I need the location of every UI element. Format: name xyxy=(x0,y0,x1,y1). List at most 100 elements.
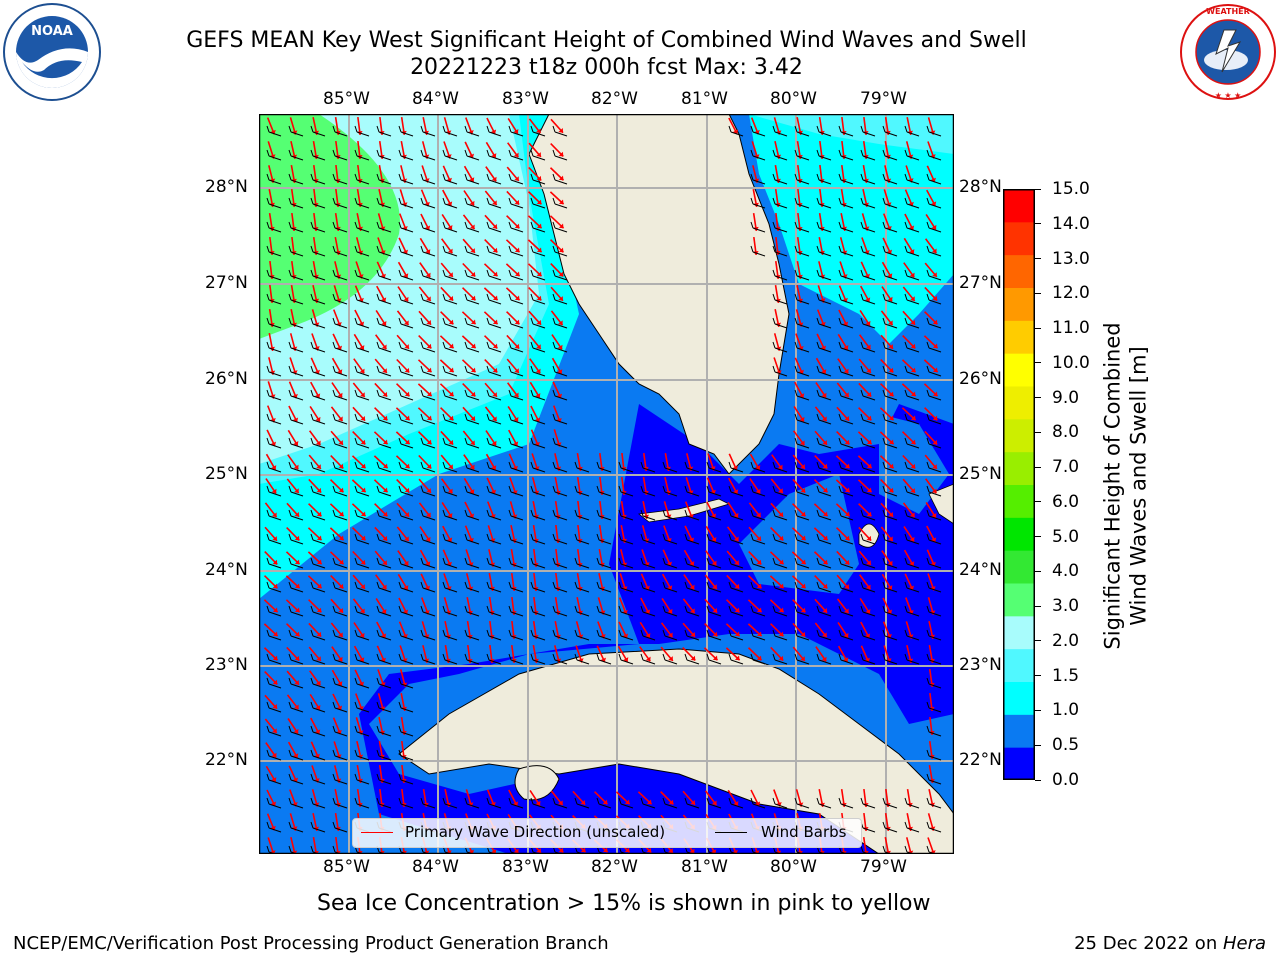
colorbar-segment xyxy=(1003,583,1035,617)
wind-barb xyxy=(310,413,326,425)
wind-barb xyxy=(904,461,920,473)
wind-barb xyxy=(860,317,876,329)
wind-barb xyxy=(860,413,876,425)
wave-direction-arrowhead xyxy=(844,584,849,589)
wind-barb xyxy=(706,605,722,617)
wind-barb xyxy=(926,773,942,785)
wave-direction-arrowhead xyxy=(800,487,806,493)
colorbar-tick-label: 1.0 xyxy=(1052,700,1080,721)
wind-barb xyxy=(310,821,326,833)
wave-direction-arrowhead xyxy=(602,799,608,805)
wind-barb xyxy=(266,149,282,161)
wind-barb xyxy=(860,485,876,497)
lat-label-left-28n: 28°N xyxy=(205,177,248,197)
wave-direction-arrowhead xyxy=(667,632,673,638)
wave-direction-arrowhead xyxy=(491,153,497,158)
wind-barb xyxy=(376,725,392,737)
wave-direction-arrowhead xyxy=(930,561,936,567)
wave-direction-arrowhead xyxy=(448,272,453,277)
wind-barb xyxy=(530,149,546,161)
footer-host: Hera xyxy=(1222,933,1266,954)
wave-direction-arrowhead xyxy=(425,561,431,566)
wind-barb xyxy=(618,797,634,809)
wave-direction-arrowhead xyxy=(470,295,476,301)
wave-direction-arrowhead xyxy=(755,488,761,494)
colorbar-tick-mark xyxy=(1035,744,1041,746)
wave-direction-arrowhead xyxy=(425,249,431,254)
wind-barb xyxy=(420,629,436,641)
wind-barb xyxy=(750,629,766,641)
wind-barb xyxy=(596,605,612,617)
wave-direction-arrowhead xyxy=(272,559,278,565)
wind-barb xyxy=(618,629,634,641)
wind-barb xyxy=(706,461,722,473)
colorbar-segment xyxy=(1003,418,1035,453)
wind-barb xyxy=(486,629,502,641)
footer-date: 25 Dec 2022 on Hera xyxy=(1074,933,1266,954)
wind-barb xyxy=(486,797,502,809)
wind-barb xyxy=(376,245,392,257)
wave-direction-arrowhead xyxy=(403,273,409,278)
colorbar-tick-mark xyxy=(1035,605,1041,607)
wave-direction-arrowhead xyxy=(492,367,498,373)
wave-direction-arrowhead xyxy=(448,319,454,325)
wind-barb xyxy=(464,533,480,545)
wind-barb xyxy=(376,629,392,641)
wind-barb xyxy=(332,245,348,257)
wave-direction-arrowhead xyxy=(910,439,916,445)
wind-barb xyxy=(354,533,370,545)
wind-barb xyxy=(288,269,304,281)
wind-barb xyxy=(310,725,326,737)
wind-barb xyxy=(618,485,634,497)
wind-barb xyxy=(332,725,348,737)
colorbar-tick-label: 13.0 xyxy=(1052,248,1090,269)
lat-label-left-25n: 25°N xyxy=(205,464,248,484)
wind-barb xyxy=(288,317,304,329)
wind-barb xyxy=(882,533,898,545)
wind-barb xyxy=(684,605,700,617)
wave-direction-arrowhead xyxy=(644,585,650,591)
wind-barb xyxy=(266,701,282,713)
wave-direction-arrowhead xyxy=(931,488,937,494)
wind-barb xyxy=(816,797,832,809)
wind-barb xyxy=(728,581,744,593)
wind-barb xyxy=(772,629,788,641)
wave-direction-arrowhead xyxy=(292,777,299,783)
wind-barb xyxy=(376,533,392,545)
wave-direction-arrowhead xyxy=(446,177,452,183)
wave-direction-arrowhead xyxy=(382,368,387,373)
wind-barb xyxy=(552,197,568,209)
wind-barb xyxy=(442,461,458,473)
wind-barb xyxy=(354,437,370,449)
wave-direction-arrowhead xyxy=(316,656,321,661)
colorbar-tick-mark xyxy=(1035,327,1041,329)
wind-barb xyxy=(728,629,744,641)
wind-barb xyxy=(882,581,898,593)
lon-label-top-82w: 82°W xyxy=(591,89,638,109)
wind-barb xyxy=(310,317,326,329)
wave-direction-arrowhead xyxy=(886,249,893,255)
wave-direction-arrowhead xyxy=(688,513,694,519)
wind-barb xyxy=(332,269,348,281)
wave-direction-arrowhead xyxy=(272,607,278,613)
wave-direction-arrowhead xyxy=(423,154,430,159)
wind-barb xyxy=(486,437,502,449)
wind-barb xyxy=(332,389,348,401)
wind-barb xyxy=(706,797,722,809)
wind-barb xyxy=(376,701,392,713)
wind-barb xyxy=(310,557,326,569)
wave-direction-arrowhead xyxy=(272,679,278,685)
wind-barb xyxy=(420,389,436,401)
wave-direction-arrowhead xyxy=(645,633,651,638)
wind-barb xyxy=(794,509,810,521)
wind-barb xyxy=(530,173,546,185)
wave-direction-arrowhead xyxy=(446,537,453,542)
wave-direction-arrowhead xyxy=(338,440,343,445)
wave-direction-arrowhead xyxy=(910,343,916,349)
wind-barb xyxy=(552,125,568,137)
wave-direction-arrowhead xyxy=(666,561,672,567)
wind-barb xyxy=(354,629,370,641)
wind-barb xyxy=(926,605,942,617)
wave-direction-arrowhead xyxy=(358,681,365,687)
wave-direction-arrowhead xyxy=(558,800,563,806)
